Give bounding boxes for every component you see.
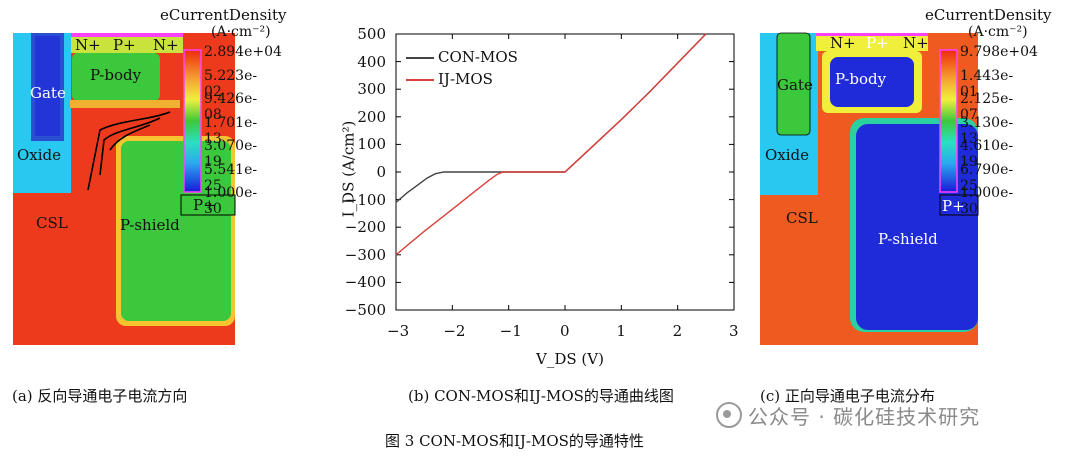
colorbar-c-tick-3: 3.130e-13 [960, 114, 1014, 147]
region-c-gate: Gate [777, 76, 813, 94]
region-a-gate: Gate [30, 84, 66, 102]
colorbar-c-tick-1: 1.443e-01 [960, 67, 1014, 100]
colorbar-c-tick-5: 6.790e-25 [960, 161, 1014, 194]
caption-b: (b) CON-MOS和IJ-MOS的导通曲线图 [408, 387, 674, 405]
region-c-p-body: P-body [835, 70, 887, 88]
colorbar-c-tick-0: 9.798e+04 [960, 44, 1038, 60]
colorbar-a-tick-5: 5.541e-25 [204, 161, 258, 194]
region-c-n-plus-right: N+ [903, 34, 929, 52]
y-tick-label-3: 200 [357, 107, 386, 126]
x-tick-label-5: 2 [672, 322, 683, 340]
colorbar-c-title: eCurrentDensity [925, 6, 1052, 24]
y-tick-label-10: −500 [344, 301, 386, 319]
y-tick-label-7: −200 [344, 218, 386, 237]
colorbar-c [939, 49, 958, 193]
x-tick-label-2: −1 [499, 322, 522, 340]
colorbar-c-tick-2: 2.125e-07 [960, 91, 1014, 123]
region-c-p-plus-lower: P+ [942, 197, 965, 215]
legend-swatch-0 [406, 57, 434, 59]
region-c-p-plus: P+ [866, 34, 889, 52]
x-tick-label-0: −3 [387, 322, 410, 340]
legend-swatch-1 [406, 79, 434, 81]
region-a-p-shield: P-shield [120, 216, 180, 234]
colorbar-a [183, 49, 202, 193]
y-tick-label-6: −100 [344, 190, 386, 209]
region-a-csl: CSL [36, 214, 68, 232]
y-tick-label-4: 100 [357, 135, 386, 154]
colorbar-a-tick-0: 2.894e+04 [204, 44, 282, 60]
x-tick-label-6: 3 [729, 322, 739, 340]
colorbar-c-unit: (A·cm⁻²) [968, 24, 1028, 40]
x-tick-label-3: 0 [560, 322, 570, 340]
colorbar-a-tick-6: 1.000e-30 [204, 185, 258, 217]
colorbar-a-tick-1: 5.223e-02 [204, 67, 258, 100]
colorbar-a-tick-3: 1.701e-13 [204, 114, 258, 147]
colorbar-a-tick-4: 3.070e-19 [204, 138, 258, 170]
caption-c: (c) 正向导通电子电流分布 [760, 387, 935, 405]
watermark-text: 公众号 · 碳化硅技术研究 [748, 405, 981, 429]
x-tick-label-1: −2 [443, 322, 466, 340]
region-a-n-plus-left: N+ [75, 36, 101, 54]
colorbar-c-tick-6: 1.000e-30 [960, 185, 1014, 217]
region-a-p-body: P-body [90, 66, 142, 84]
region-a-p-plus-lower: P+ [193, 196, 216, 214]
legend-label-0: CON-MOS [438, 48, 518, 66]
region-a-n-plus-right: N+ [153, 36, 179, 54]
y-tick-label-8: −300 [344, 245, 386, 264]
wechat-icon [716, 402, 742, 428]
region-a-p-plus: P+ [113, 36, 136, 54]
chart-xlabel: V_DS (V) [536, 350, 604, 368]
figure-title: 图 3 CON-MOS和IJ-MOS的导通特性 [385, 432, 644, 450]
y-tick-label-9: −400 [344, 273, 386, 292]
caption-a: (a) 反向导通电子电流方向 [12, 387, 188, 405]
y-tick-label-0: 500 [357, 25, 386, 43]
y-tick-label-2: 300 [357, 80, 386, 99]
colorbar-a-unit: (A·cm⁻²) [211, 24, 271, 40]
watermark: 公众号 · 碳化硅技术研究 [716, 398, 980, 430]
y-tick-label-5: 0 [376, 163, 386, 181]
region-c-p-shield: P-shield [878, 230, 938, 248]
chart-ylabel: I_DS (A/cm²) [339, 120, 358, 218]
colorbar-c-tick-4: 4.610e-19 [960, 138, 1014, 170]
region-a-oxide: Oxide [17, 146, 62, 164]
region-c-csl: CSL [786, 209, 818, 227]
iv-chart [395, 33, 735, 311]
current-arrows [87, 111, 171, 191]
colorbar-a-title: eCurrentDensity [160, 6, 287, 24]
x-tick-label-4: 1 [616, 322, 626, 340]
region-c-oxide: Oxide [765, 146, 810, 164]
y-tick-label-1: 400 [357, 52, 386, 71]
series-line-ij-mos [395, 33, 707, 256]
region-c-n-plus-left: N+ [830, 34, 856, 52]
colorbar-a-tick-2: 9.426e-08 [204, 91, 258, 123]
legend-label-1: IJ-MOS [438, 70, 493, 88]
